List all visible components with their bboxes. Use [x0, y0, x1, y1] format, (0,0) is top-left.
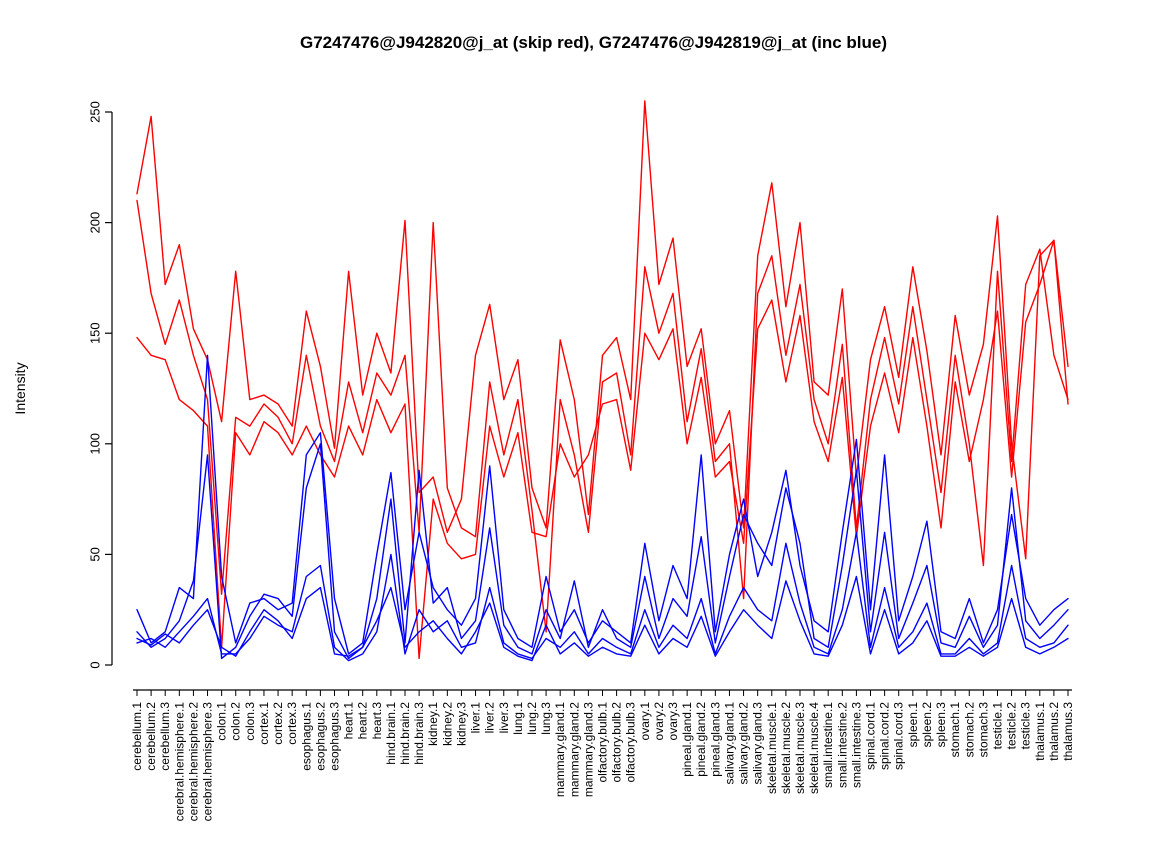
x-tick-label: kidney.2 [440, 702, 454, 746]
x-tick-label: kidney.1 [426, 702, 440, 746]
x-tick-label: ovary.1 [638, 702, 652, 741]
series-line-inc [136, 531, 1069, 662]
x-tick-label: esophagus.2 [313, 702, 327, 771]
x-tick-label: spinal.cord.2 [878, 702, 892, 770]
y-tick-label: 200 [88, 212, 103, 234]
x-tick-label: testicle.1 [990, 702, 1004, 750]
x-tick-label: ovary.3 [666, 702, 680, 741]
x-tick-label: pineal.gland.3 [708, 702, 722, 777]
x-tick-label: skeletal.muscle.3 [793, 702, 807, 794]
y-tick-label: 100 [88, 433, 103, 455]
x-tick-label: cerebral.hemisphere.2 [186, 702, 200, 822]
x-tick-label: pineal.gland.2 [694, 702, 708, 777]
x-tick-label: heart.1 [342, 702, 356, 740]
y-tick-label: 50 [88, 547, 103, 561]
x-tick-label: cerebellum.3 [158, 702, 172, 771]
x-tick-label: skeletal.muscle.4 [807, 702, 821, 794]
x-tick-label: cerebral.hemisphere.3 [201, 702, 215, 822]
x-tick-label: colon.2 [229, 702, 243, 741]
x-tick-label: hind.brain.1 [384, 702, 398, 765]
x-tick-label: heart.2 [356, 702, 370, 740]
x-tick-label: pineal.gland.1 [680, 702, 694, 777]
x-tick-label: small.intestine.1 [821, 702, 835, 788]
x-tick-label: colon.3 [243, 702, 257, 741]
x-tick-label: thalamus.3 [1061, 702, 1075, 761]
x-tick-label: salivary.gland.1 [722, 702, 736, 785]
x-tick-label: kidney.3 [454, 702, 468, 746]
x-tick-label: colon.1 [215, 702, 229, 741]
x-tick-label: stomach.2 [962, 702, 976, 758]
x-tick-label: thalamus.1 [1033, 702, 1047, 761]
series-line-skip [136, 199, 1069, 633]
x-tick-label: esophagus.3 [327, 702, 341, 771]
y-tick-label: 250 [88, 101, 103, 123]
x-tick-label: olfactory.bulb.2 [610, 702, 624, 783]
x-tick-label: small.intestine.2 [835, 702, 849, 788]
x-tick-label: olfactory.bulb.1 [596, 702, 610, 783]
x-tick-label: cortex.1 [257, 702, 271, 745]
series-line-skip [136, 100, 1069, 560]
x-tick-label: salivary.gland.2 [737, 702, 751, 785]
x-tick-label: liver.2 [483, 702, 497, 734]
x-tick-label: cortex.3 [285, 702, 299, 745]
x-tick-label: small.intestine.3 [849, 702, 863, 788]
x-tick-label: cortex.2 [271, 702, 285, 745]
x-tick-label: hind.brain.3 [412, 702, 426, 765]
x-tick-label: ovary.2 [652, 702, 666, 741]
series-line-inc [136, 354, 1069, 655]
y-tick-label: 150 [88, 322, 103, 344]
x-tick-label: hind.brain.2 [398, 702, 412, 765]
x-tick-label: lung.2 [525, 702, 539, 735]
x-tick-label: mammary.gland.2 [567, 702, 581, 797]
chart-title: G7247476@J942820@j_at (skip red), G72474… [299, 33, 888, 52]
x-tick-label: testicle.3 [1019, 702, 1033, 750]
x-tick-label: spleen.1 [906, 702, 920, 748]
x-tick-label: salivary.gland.3 [751, 702, 765, 785]
x-tick-label: stomach.3 [976, 702, 990, 758]
x-tick-label: spinal.cord.3 [892, 702, 906, 770]
x-tick-label: lung.3 [539, 702, 553, 735]
x-tick-label: spleen.2 [920, 702, 934, 748]
x-tick-label: skeletal.muscle.2 [779, 702, 793, 794]
x-tick-label: cerebellum.1 [130, 702, 144, 771]
x-tick-label: liver.3 [497, 702, 511, 734]
x-tick-label: olfactory.bulb.3 [624, 702, 638, 783]
y-axis-title: Intensity [12, 362, 28, 414]
series-line-inc [136, 443, 1069, 660]
x-tick-label: testicle.2 [1005, 702, 1019, 750]
x-tick-label: esophagus.1 [299, 702, 313, 771]
x-tick-label: skeletal.muscle.1 [765, 702, 779, 794]
series-line-skip [136, 239, 1069, 660]
x-tick-label: spinal.cord.1 [864, 702, 878, 770]
x-tick-label: spleen.3 [934, 702, 948, 748]
x-tick-label: mammary.gland.1 [553, 702, 567, 797]
x-tick-label: thalamus.2 [1047, 702, 1061, 761]
x-tick-label: cerebellum.2 [144, 702, 158, 771]
x-tick-label: mammary.gland.3 [581, 702, 595, 797]
x-tick-label: heart.3 [370, 702, 384, 740]
x-tick-label: stomach.1 [948, 702, 962, 758]
x-tick-label: cerebral.hemisphere.1 [172, 702, 186, 822]
x-tick-label: liver.1 [469, 702, 483, 734]
series-line-inc [136, 575, 1069, 662]
y-tick-label: 0 [88, 661, 103, 668]
x-tick-label: lung.1 [511, 702, 525, 735]
